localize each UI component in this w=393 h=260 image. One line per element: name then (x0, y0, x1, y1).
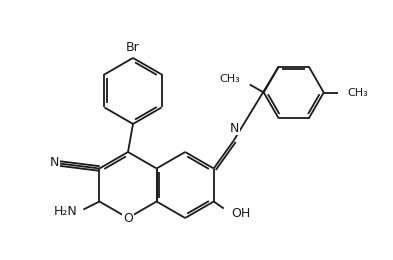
Text: O: O (123, 211, 133, 224)
Text: H₂N: H₂N (54, 205, 77, 218)
Text: N: N (50, 156, 59, 169)
Text: N: N (230, 121, 239, 134)
Text: Br: Br (126, 41, 140, 54)
Text: OH: OH (232, 207, 251, 220)
Text: CH₃: CH₃ (219, 74, 240, 83)
Text: CH₃: CH₃ (348, 88, 369, 98)
